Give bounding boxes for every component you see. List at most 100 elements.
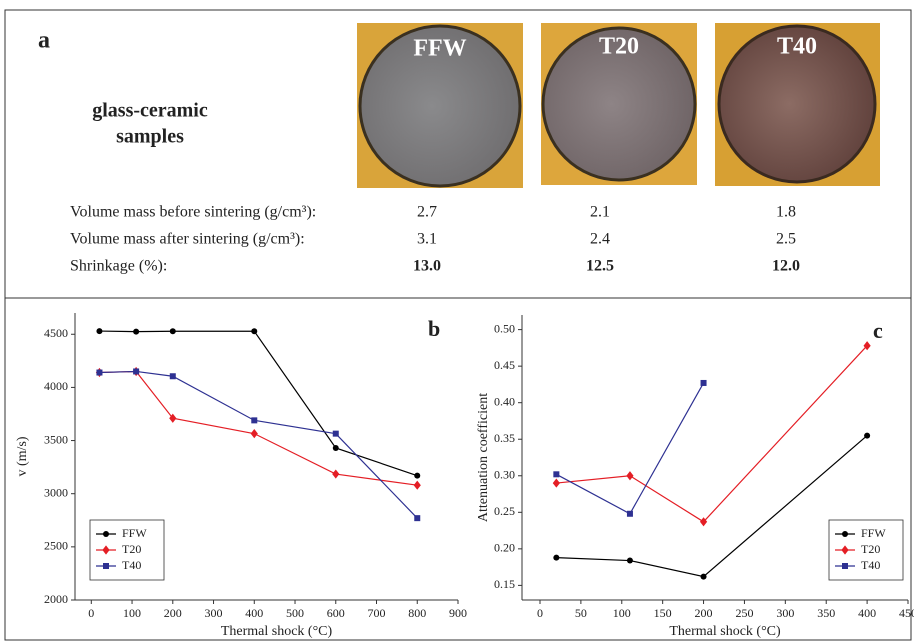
marker xyxy=(103,531,109,537)
row-label: Volume mass before sintering (g/cm³): xyxy=(70,204,316,221)
cell: 13.0 xyxy=(413,258,441,275)
marker xyxy=(103,563,109,569)
caption: glass-ceramic xyxy=(92,100,208,122)
marker xyxy=(699,517,708,527)
y-tick-label: 0.50 xyxy=(494,321,515,335)
y-axis-label: v (m/s) xyxy=(15,436,30,476)
cell: 2.1 xyxy=(590,204,610,221)
marker xyxy=(96,369,103,376)
y-tick-label: 0.45 xyxy=(494,358,515,372)
frame xyxy=(4,9,912,641)
y-tick-label: 0.35 xyxy=(494,431,515,445)
marker xyxy=(841,545,849,555)
x-tick-label: 50 xyxy=(575,606,587,620)
y-tick-label: 4500 xyxy=(44,326,68,340)
x-tick-label: 0 xyxy=(537,606,543,620)
marker xyxy=(169,328,176,335)
cell: 12.0 xyxy=(772,258,800,275)
panel-label: c xyxy=(873,318,883,343)
marker xyxy=(332,444,339,451)
legend-label: T20 xyxy=(122,542,141,556)
x-tick-label: 200 xyxy=(695,606,713,620)
series-line xyxy=(556,435,868,578)
x-tick-label: 700 xyxy=(368,606,386,620)
y-tick-label: 4000 xyxy=(44,379,68,393)
marker xyxy=(864,432,871,439)
row-label: Volume mass after sintering (g/cm³): xyxy=(70,231,305,248)
x-tick-label: 200 xyxy=(164,606,182,620)
cell: 3.1 xyxy=(417,231,437,248)
marker xyxy=(626,557,633,564)
x-tick-label: 500 xyxy=(286,606,304,620)
marker xyxy=(96,328,103,335)
y-tick-label: 0.30 xyxy=(494,468,515,482)
y-tick-label: 0.25 xyxy=(494,504,515,518)
y-tick-label: 2500 xyxy=(44,539,68,553)
cell: 2.7 xyxy=(417,204,437,221)
marker xyxy=(414,515,421,522)
marker xyxy=(414,472,421,479)
marker xyxy=(626,510,633,517)
x-tick-label: 600 xyxy=(327,606,345,620)
x-tick-label: 300 xyxy=(776,606,794,620)
x-axis-label: Thermal shock (°C) xyxy=(221,624,333,639)
legend-label: FFW xyxy=(861,526,886,540)
marker xyxy=(133,368,140,375)
sample-name: FFW xyxy=(413,36,466,62)
cell: 12.5 xyxy=(586,258,614,275)
x-tick-label: 800 xyxy=(408,606,426,620)
photo xyxy=(357,23,523,188)
caption: samples xyxy=(116,126,184,148)
y-tick-label: 0.15 xyxy=(494,577,515,591)
marker xyxy=(332,430,339,437)
y-tick-label: 2000 xyxy=(44,592,68,606)
panel-label: b xyxy=(428,316,440,341)
y-tick-label: 0.40 xyxy=(494,394,515,408)
x-tick-label: 250 xyxy=(735,606,753,620)
cell: 2.4 xyxy=(590,231,610,248)
x-tick-label: 100 xyxy=(613,606,631,620)
marker xyxy=(250,429,258,439)
marker xyxy=(251,417,258,424)
marker xyxy=(842,563,848,569)
legend-label: T20 xyxy=(861,542,880,556)
marker xyxy=(553,471,560,478)
legend-label: T40 xyxy=(861,558,880,572)
y-tick-label: 0.20 xyxy=(494,541,515,555)
marker xyxy=(169,373,176,380)
marker xyxy=(413,480,421,490)
x-tick-label: 400 xyxy=(245,606,263,620)
legend-label: T40 xyxy=(122,558,141,572)
legend-label: FFW xyxy=(122,526,147,540)
x-tick-label: 150 xyxy=(654,606,672,620)
marker xyxy=(251,328,258,335)
marker xyxy=(102,545,110,555)
x-tick-label: 400 xyxy=(858,606,876,620)
y-tick-label: 3000 xyxy=(44,485,68,499)
marker xyxy=(133,328,140,335)
row-label: Shrinkage (%): xyxy=(70,258,167,275)
sample-name: T20 xyxy=(599,34,639,60)
photo xyxy=(715,23,880,186)
x-tick-label: 350 xyxy=(817,606,835,620)
marker xyxy=(552,478,560,488)
x-tick-label: 300 xyxy=(205,606,223,620)
series-line xyxy=(556,345,868,523)
marker xyxy=(553,554,560,561)
y-tick-label: 3500 xyxy=(44,432,68,446)
marker xyxy=(700,379,707,386)
series-line xyxy=(99,370,418,519)
marker xyxy=(169,413,177,423)
marker xyxy=(626,471,634,481)
marker xyxy=(863,341,871,351)
cell: 2.5 xyxy=(776,231,796,248)
panel-label: a xyxy=(38,28,50,54)
series-line xyxy=(99,330,418,477)
marker xyxy=(842,531,848,537)
marker xyxy=(700,573,707,580)
table: Volume mass before sintering (g/cm³): 2.7… xyxy=(70,204,800,275)
y-axis-label: Attenuation coefficient xyxy=(476,393,491,522)
x-tick-label: 450 xyxy=(899,606,914,620)
sample-name: T40 xyxy=(777,34,817,60)
